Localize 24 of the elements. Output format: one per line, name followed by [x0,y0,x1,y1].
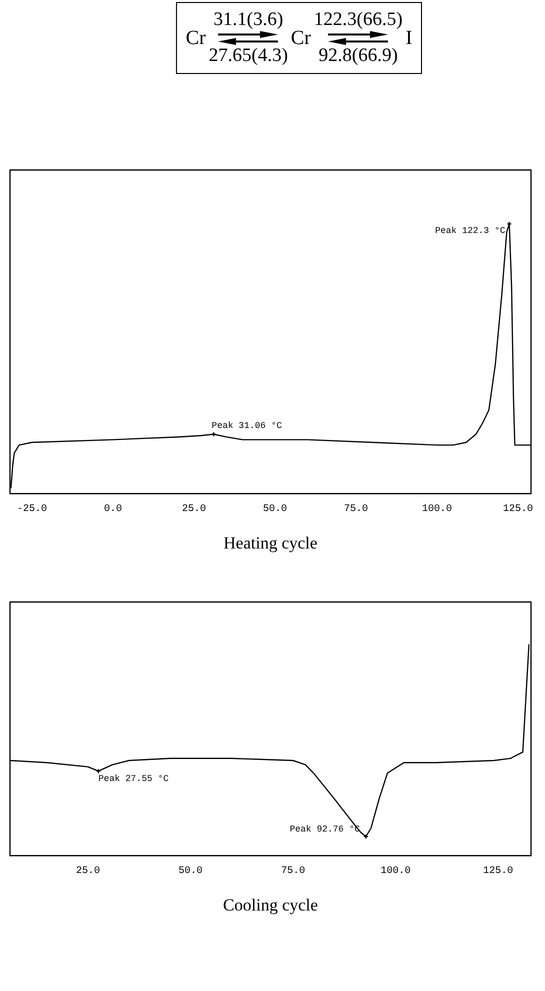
text: 31.1(3.6) [214,9,284,31]
x-tick-label: 50.0 [178,866,203,878]
x-tick-label: 75.0 [344,504,368,516]
text: 122.3(66.5) [314,9,403,31]
annotation: Peak 27.55 °C [98,774,170,784]
text: 92.8(66.9) [318,45,398,67]
x-axis-title: Heating cycle [224,533,318,552]
x-tick-label: 50.0 [263,504,288,516]
x-tick-label: 100.0 [380,866,411,878]
x-tick-label: 0.0 [104,504,122,516]
text: Cr [290,26,312,50]
x-tick-label: 125.0 [503,504,534,516]
text: Cr [184,26,207,50]
x-tick-label: -25.0 [17,504,48,516]
annotation: Peak 31.06 °C [212,421,282,432]
x-tick-label: 25.0 [76,866,100,878]
x-tick-label: 25.0 [182,504,206,516]
annotation: Peak 122.3 °C [435,226,506,236]
text: I [404,26,414,50]
x-tick-label: 75.0 [281,866,306,878]
x-axis-title: Cooling cycle [223,895,318,914]
x-tick-label: 100.0 [422,504,452,516]
text: 27.65(4.3) [208,45,288,67]
x-tick-label: 125.0 [483,866,514,878]
